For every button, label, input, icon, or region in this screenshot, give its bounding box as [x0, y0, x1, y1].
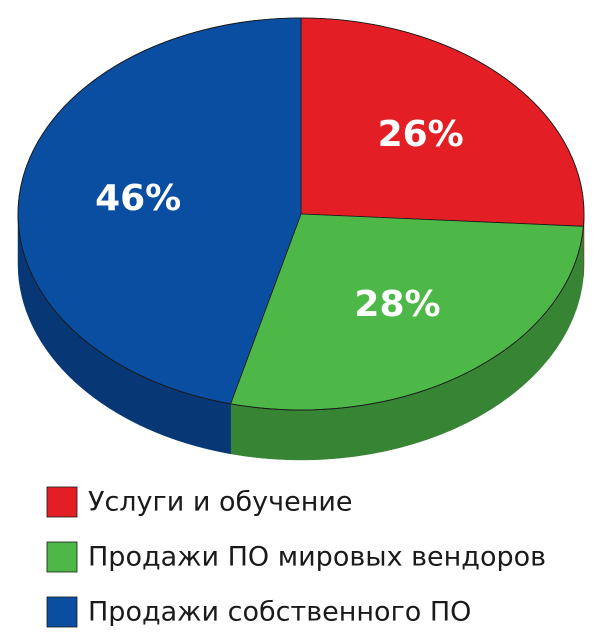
legend-swatch	[46, 486, 78, 518]
legend-label: Услуги и обучение	[88, 487, 353, 518]
value-label: 26%	[378, 114, 464, 155]
pie-outline	[17, 17, 585, 411]
value-label: 28%	[354, 284, 440, 325]
legend-label: Продажи собственного ПО	[88, 597, 471, 628]
legend-label: Продажи ПО мировых вендоров	[88, 542, 546, 573]
value-label: 46%	[95, 178, 181, 219]
legend-swatch	[46, 541, 78, 573]
legend-swatch	[46, 596, 78, 628]
